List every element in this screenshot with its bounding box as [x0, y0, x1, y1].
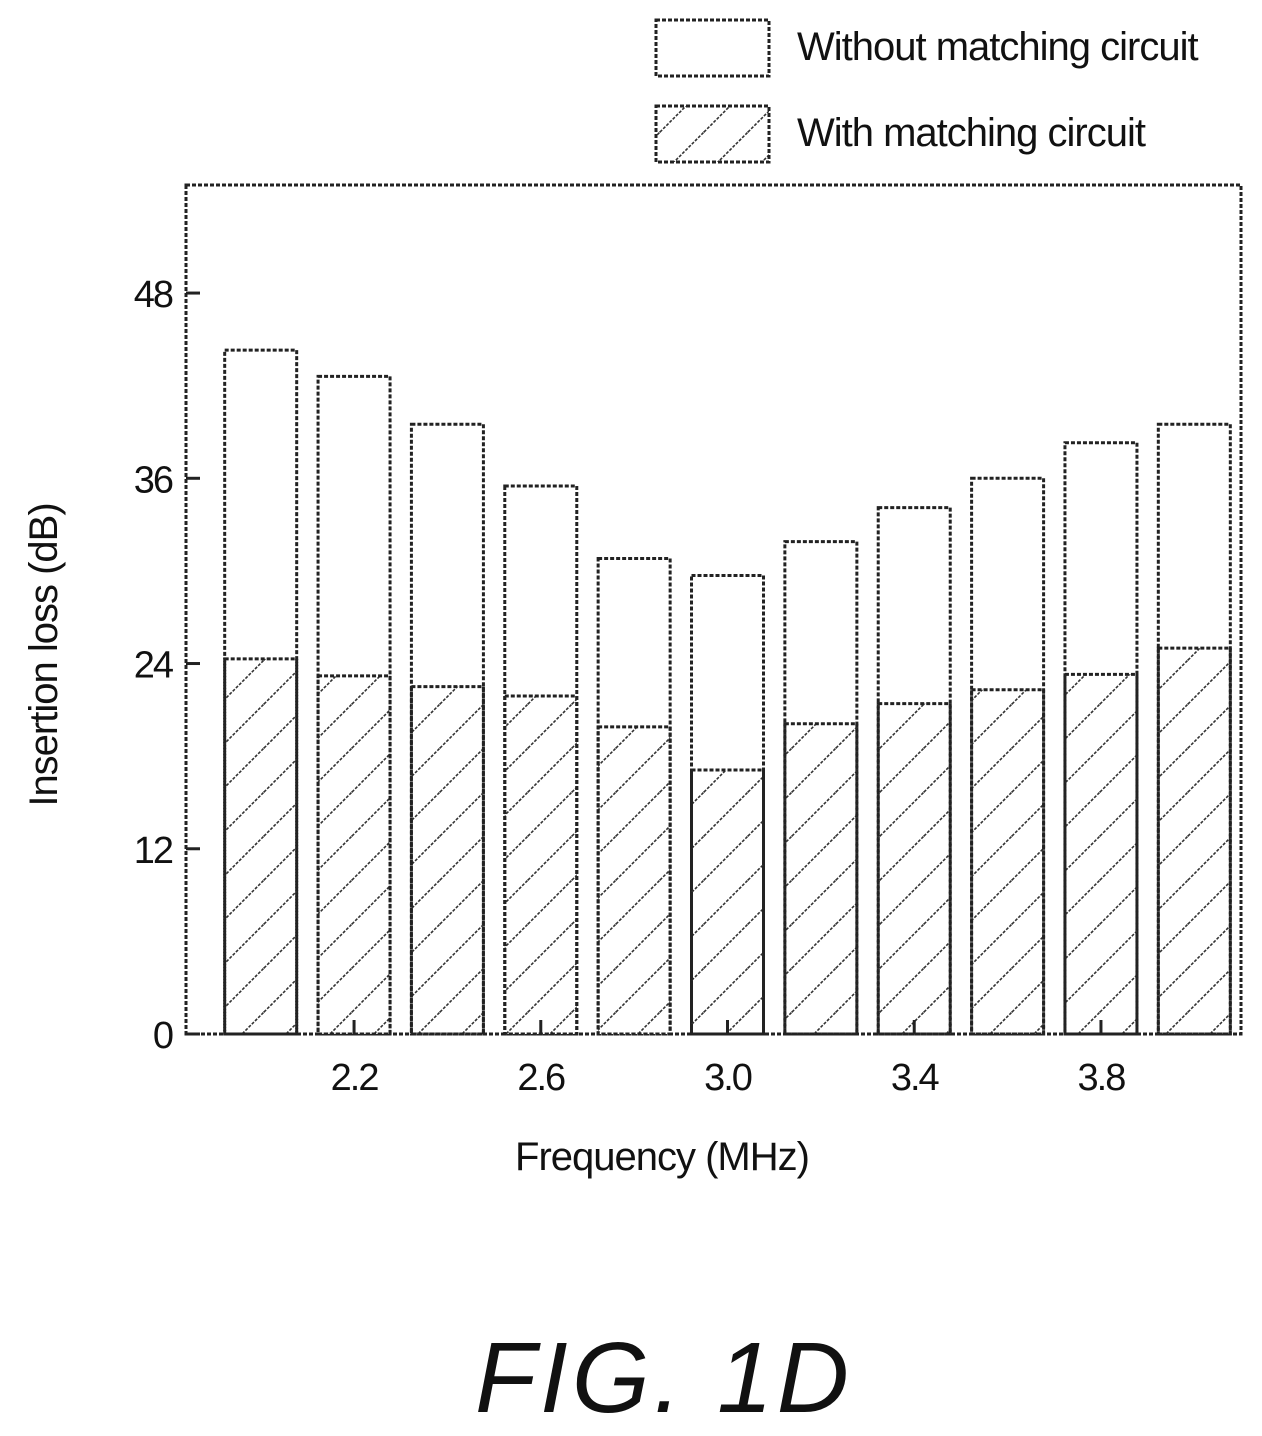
- legend-swatch-without-matching: [654, 18, 771, 78]
- y-axis-label: Insertion loss (dB): [22, 503, 66, 806]
- bar-with-matching: [503, 694, 579, 1036]
- bar-group: [1156, 422, 1232, 1036]
- x-axis-label: Frequency (MHz): [515, 1135, 809, 1179]
- bar-group: [503, 484, 579, 1036]
- bar-with-matching: [970, 688, 1046, 1036]
- x-tick-label: 2.2: [331, 1057, 379, 1099]
- x-tick-label: 3.8: [1078, 1057, 1126, 1099]
- bar-with-matching: [1063, 672, 1139, 1036]
- y-tick-label: 48: [134, 274, 173, 316]
- bars-layer: [223, 348, 1232, 1036]
- bar-with-matching: [876, 702, 952, 1036]
- legend-label-with-matching: With matching circuit: [797, 111, 1146, 155]
- figure-caption: FIG. 1D: [475, 1322, 853, 1434]
- bar-with-matching: [783, 722, 859, 1036]
- y-tick-label: 24: [134, 645, 174, 687]
- bar-with-matching: [223, 657, 299, 1036]
- bar-group: [876, 506, 952, 1036]
- legend-entry-without-matching: Without matching circuit: [654, 18, 1199, 78]
- y-tick-label: 12: [134, 830, 173, 872]
- bar-with-matching: [596, 725, 672, 1036]
- bar-group: [690, 574, 766, 1036]
- bar-with-matching: [409, 685, 485, 1036]
- legend-entry-with-matching: With matching circuit: [654, 104, 1147, 164]
- bar-with-matching: [690, 768, 766, 1036]
- x-tick-label: 3.4: [891, 1057, 940, 1099]
- legend: Without matching circuit With matching c…: [654, 18, 1199, 164]
- bar-group: [596, 557, 672, 1036]
- bar-group: [409, 422, 485, 1036]
- y-axis: 0 12 24 36 48: [134, 274, 200, 1057]
- y-tick-label: 36: [134, 459, 173, 501]
- x-axis: 2.2 2.6 3.0 3.4 3.8: [331, 1020, 1127, 1099]
- y-tick-label: 0: [153, 1015, 173, 1057]
- bar-group: [783, 540, 859, 1036]
- bar-group: [1063, 441, 1139, 1036]
- legend-swatch-with-matching: [654, 104, 771, 164]
- x-tick-label: 3.0: [704, 1057, 752, 1099]
- bar-group: [223, 348, 299, 1036]
- bar-group: [970, 476, 1046, 1036]
- bar-with-matching: [1156, 646, 1232, 1036]
- legend-label-without-matching: Without matching circuit: [797, 25, 1198, 69]
- bar-group: [316, 374, 392, 1036]
- x-tick-label: 2.6: [517, 1057, 565, 1099]
- bar-with-matching: [316, 674, 392, 1036]
